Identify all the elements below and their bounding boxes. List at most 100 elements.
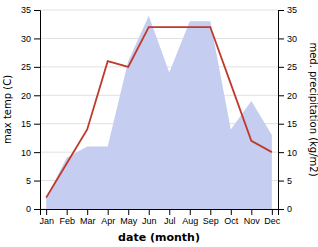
tick-mark	[278, 181, 284, 182]
grid	[40, 10, 278, 209]
tick-label: 30	[287, 34, 297, 44]
chart: Jan Feb Mar Apr May Jun Jul Aug Sep Oct NovDec 0 5 10…	[0, 0, 318, 247]
tick: 25	[278, 62, 297, 72]
tick-label: Aug	[182, 216, 198, 226]
tick-mark	[34, 67, 40, 68]
y2-axis: 0 5 10 15 20 25 30 35	[278, 5, 297, 214]
tick-label: 20	[21, 91, 31, 101]
tick: Jun	[142, 209, 157, 226]
tick-label: 5	[26, 176, 31, 186]
tick-mark	[34, 38, 40, 39]
tick-label: 20	[287, 91, 297, 101]
axis-line	[279, 11, 285, 210]
tick-label: May	[120, 216, 138, 226]
tick-label: Mar	[80, 216, 96, 226]
tick-mark	[149, 209, 150, 215]
tick: 35	[278, 5, 297, 15]
x-axis: Jan Feb Mar Apr May Jun Jul Aug Sep Oct NovDec	[39, 209, 280, 226]
tick-label: Oct	[224, 216, 239, 226]
tick-label: 30	[21, 34, 31, 44]
tick-mark	[34, 209, 40, 210]
tick: Jul	[164, 209, 176, 226]
y-axis-title: max temp (C)	[2, 75, 13, 144]
tick-label: Apr	[101, 216, 115, 226]
tick-mark	[210, 209, 211, 215]
tick-label: Feb	[59, 216, 75, 226]
tick: Mar	[80, 209, 96, 226]
tick-label: 15	[287, 119, 297, 129]
tick-mark	[278, 124, 284, 125]
tick: Sep	[203, 209, 219, 226]
tick-label: Nov	[244, 216, 261, 226]
tick: 0	[278, 204, 292, 214]
tick-mark	[87, 209, 88, 215]
tick-mark	[128, 209, 129, 215]
tick-mark	[34, 124, 40, 125]
tick: 5	[278, 176, 292, 186]
tick: Dec	[264, 209, 281, 226]
tick: 5	[26, 176, 40, 186]
tick-label: 35	[287, 5, 297, 15]
tick-label: 25	[287, 62, 297, 72]
tick-mark	[278, 209, 284, 210]
tick-mark	[34, 152, 40, 153]
tick-label: 25	[21, 62, 31, 72]
tick: 10	[278, 148, 297, 158]
tick: 20	[278, 91, 297, 101]
tick: 10	[21, 148, 40, 158]
x-axis-title: date (month)	[118, 231, 200, 244]
tick: 20	[21, 91, 40, 101]
tick-mark	[231, 209, 232, 215]
tick-mark	[278, 152, 284, 153]
tick-mark	[251, 209, 252, 215]
tick-label: 35	[21, 5, 31, 15]
tick-label: 0	[26, 204, 31, 214]
tick-label: Jan	[39, 216, 54, 226]
plot: Jan Feb Mar Apr May Jun Jul Aug Sep Oct NovDec 0 5 10…	[21, 5, 297, 226]
tick-mark	[278, 10, 284, 11]
tick-mark	[46, 209, 47, 215]
tick: Feb	[59, 209, 75, 226]
tick-mark	[67, 209, 68, 215]
tick-label: Jul	[164, 216, 176, 226]
tick: 30	[21, 34, 40, 44]
tick-label: 15	[21, 119, 31, 129]
tick-mark	[278, 38, 284, 39]
tick-mark	[169, 209, 170, 215]
tick-label: 10	[287, 148, 297, 158]
tick-label: Dec	[264, 216, 281, 226]
tick: Oct	[224, 209, 239, 226]
tick-mark	[278, 95, 284, 96]
tick: 0	[26, 204, 40, 214]
y2-axis-title: med. precipitation (kg/m2)	[308, 42, 318, 176]
tick: Aug	[182, 209, 198, 226]
tick-label: 5	[287, 176, 292, 186]
grid-line	[40, 38, 278, 39]
axis-line	[34, 11, 41, 210]
tick: Jan	[39, 209, 54, 226]
tick-mark	[34, 95, 40, 96]
grid-line	[40, 10, 278, 11]
y-axis: 0 5 10 15 20 25 30 35	[21, 5, 41, 214]
tick: 25	[21, 62, 40, 72]
tick: May	[120, 209, 138, 226]
tick: 35	[21, 5, 40, 15]
axis-line	[41, 210, 279, 216]
tick-label: Sep	[203, 216, 219, 226]
tick-mark	[34, 10, 40, 11]
tick-mark	[108, 209, 109, 215]
tick-mark	[190, 209, 191, 215]
marks	[46, 16, 272, 209]
tick-label: 0	[287, 204, 292, 214]
tick: 15	[21, 119, 40, 129]
tick: Apr	[101, 209, 115, 226]
tick: 30	[278, 34, 297, 44]
tick: 15	[278, 119, 297, 129]
tick-mark	[278, 67, 284, 68]
area	[46, 16, 272, 209]
tick: Nov	[244, 209, 261, 226]
tick-mark	[34, 181, 40, 182]
tick-label: Jun	[142, 216, 157, 226]
line	[46, 27, 272, 198]
tick-label: 10	[21, 148, 31, 158]
